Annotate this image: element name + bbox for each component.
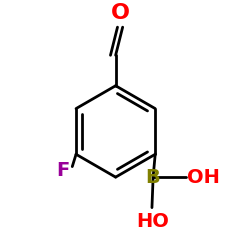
Text: B: B <box>146 168 160 187</box>
Text: HO: HO <box>137 212 170 231</box>
Text: O: O <box>110 3 130 23</box>
Text: OH: OH <box>187 168 220 187</box>
Text: F: F <box>56 160 70 180</box>
